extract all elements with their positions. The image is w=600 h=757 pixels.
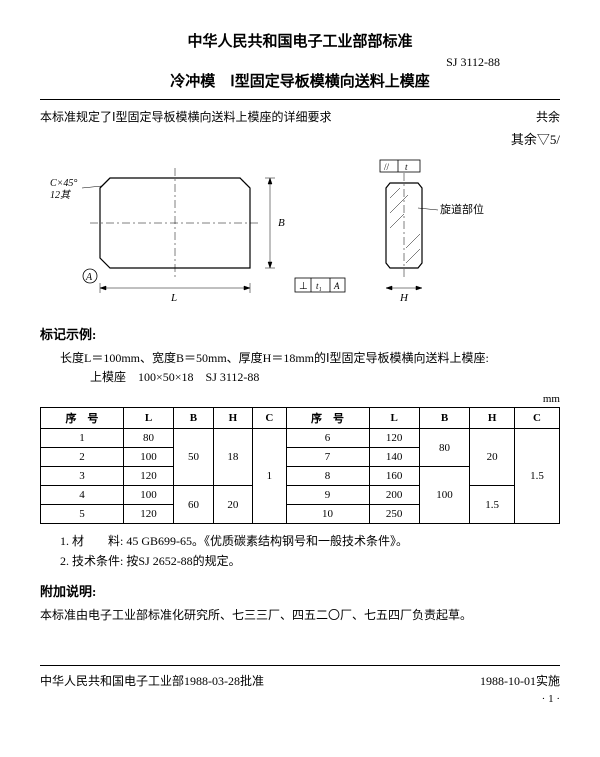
- table-header-row: 序 号 L B H C 序 号 L B H C: [41, 408, 560, 429]
- note-2: 2. 技术条件: 按SJ 2652-88的规定。: [60, 552, 560, 571]
- table-row: 1 80 50 18 1 6 120 80 20 1.5: [41, 429, 560, 448]
- remainder-text: 共余: [536, 108, 560, 125]
- col-h-1: H: [213, 408, 252, 429]
- spec-table: 序 号 L B H C 序 号 L B H C 1 80 50 18 1 6 1…: [40, 407, 560, 524]
- divider-bottom: [40, 665, 560, 666]
- example-heading: 标记示例:: [40, 324, 560, 343]
- example-block: 长度L＝100mm、宽度B＝50mm、厚度H＝18mm的Ⅰ型固定导板模横向送料上…: [40, 349, 560, 387]
- gtol-perp-symbol: ⊥: [299, 281, 308, 292]
- header-org: 中华人民共和国电子工业部部标准: [40, 30, 560, 51]
- col-b-1: B: [174, 408, 213, 429]
- col-c-2: C: [515, 408, 560, 429]
- col-c-1: C: [253, 408, 286, 429]
- side-note: 旋道部位: [440, 202, 484, 216]
- table-row: 4 100 60 20 9 200 1.5: [41, 486, 560, 505]
- technical-diagram: L C×45° 12其 A B ⊥ t₁ A: [40, 158, 560, 308]
- page-number: · 1 ·: [40, 693, 560, 705]
- col-h-2: H: [470, 408, 515, 429]
- divider-top: [40, 99, 560, 100]
- document-title: 冷冲模 Ⅰ型固定导板模横向送料上模座: [40, 70, 560, 91]
- gtol-t: t: [405, 162, 408, 172]
- col-seq-1: 序 号: [41, 408, 124, 429]
- col-b-2: B: [419, 408, 469, 429]
- footer-approval: 中华人民共和国电子工业部1988-03-28批准: [40, 672, 264, 689]
- appendix-heading: 附加说明:: [40, 581, 560, 600]
- note-2-label: 2. 技术条件:: [60, 554, 123, 568]
- gtol-t1: t₁: [316, 281, 322, 291]
- description-row: 本标准规定了Ⅰ型固定导板模横向送料上模座的详细要求 共余: [40, 108, 560, 125]
- dim-h-label: H: [399, 292, 409, 304]
- note-1-text: 45 GB699-65。《优质碳素结构钢号和一般技术条件》。: [126, 534, 408, 548]
- chamfer-label: C×45°: [50, 178, 77, 189]
- gtol-datum-a: A: [333, 281, 340, 291]
- appendix-text: 本标准由电子工业部标准化研究所、七三三厂、四五二〇厂、七五四厂负责起草。: [40, 606, 560, 625]
- footer-row: 中华人民共和国电子工业部1988-03-28批准 1988-10-01实施: [40, 672, 560, 689]
- dim-b-label: B: [278, 217, 285, 229]
- gtol-par-symbol: //: [384, 162, 390, 172]
- note-1-label: 1. 材 料:: [60, 534, 123, 548]
- col-seq-2: 序 号: [286, 408, 369, 429]
- note-2-text: 按SJ 2652-88的规定。: [126, 554, 240, 568]
- col-l-2: L: [369, 408, 419, 429]
- footer-effective: 1988-10-01实施: [480, 672, 560, 689]
- example-line-1: 长度L＝100mm、宽度B＝50mm、厚度H＝18mm的Ⅰ型固定导板模横向送料上…: [60, 349, 560, 368]
- standard-code: SJ 3112-88: [40, 55, 560, 70]
- surface-annotation: 其余▽5/: [40, 129, 560, 148]
- col-l-1: L: [123, 408, 173, 429]
- notes-block: 1. 材 料: 45 GB699-65。《优质碳素结构钢号和一般技术条件》。 2…: [40, 532, 560, 570]
- unit-label: mm: [40, 393, 560, 405]
- tolerance-label: 12其: [50, 189, 72, 201]
- description-text: 本标准规定了Ⅰ型固定导板模横向送料上模座的详细要求: [40, 108, 332, 125]
- datum-a: A: [85, 272, 93, 283]
- example-line-2: 上模座 100×50×18 SJ 3112-88: [60, 368, 560, 387]
- note-1: 1. 材 料: 45 GB699-65。《优质碳素结构钢号和一般技术条件》。: [60, 532, 560, 551]
- dim-l-label: L: [170, 292, 177, 304]
